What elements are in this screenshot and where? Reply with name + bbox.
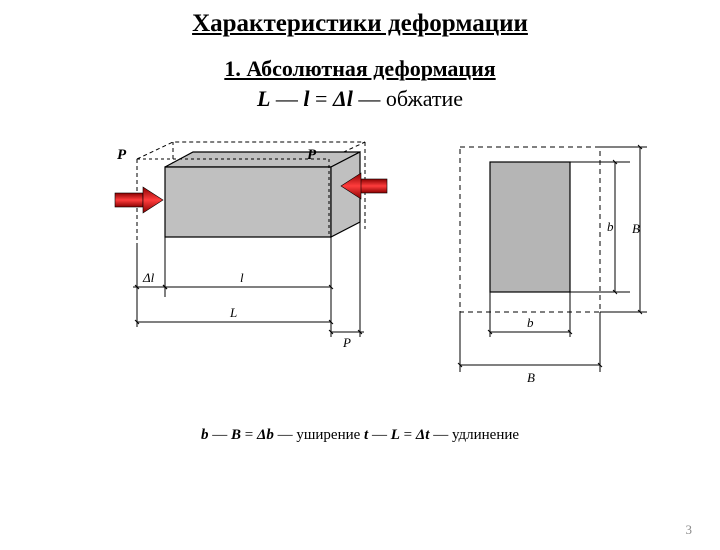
section-title: 1. Абсолютная деформация — [0, 56, 720, 82]
label-P-right: P — [307, 147, 317, 163]
page-number: 3 — [686, 522, 693, 538]
label-b-bottom: b — [527, 315, 534, 330]
label-P-left: P — [117, 147, 127, 163]
side-view-diagram: P P Δl l L P — [65, 137, 395, 397]
formula: L — l = Δl — обжатие — [0, 86, 720, 112]
force-arrow-left — [115, 187, 163, 213]
label-b-right: b — [607, 219, 614, 234]
front-view-diagram: b B b B — [435, 137, 655, 397]
label-B-right: B — [632, 221, 640, 236]
label-dl: Δl — [142, 270, 155, 285]
diagram-row: P P Δl l L P — [0, 137, 720, 397]
label-l: l — [240, 270, 244, 285]
label-L-dim: L — [229, 305, 237, 320]
caption-formula: b — B = Δb — уширение t — L = Δt — удлин… — [0, 427, 720, 444]
main-title: Характеристики деформации — [0, 10, 720, 38]
label-B-bottom: B — [527, 370, 535, 385]
label-P-bottom: P — [342, 335, 351, 350]
